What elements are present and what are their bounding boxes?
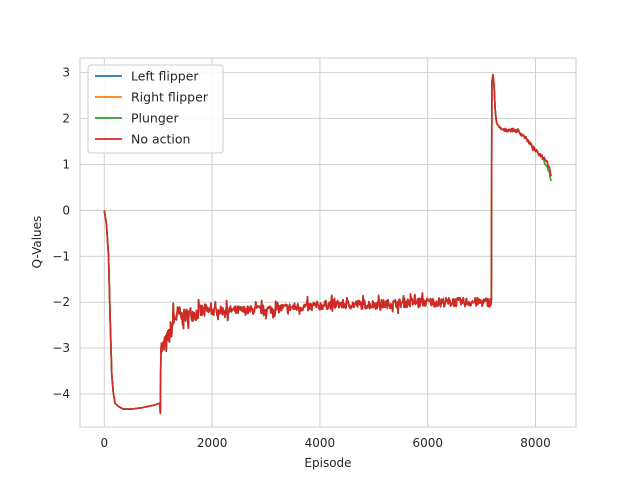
y-axis: −4 −3 −2 −1 0 1 2 3 [52,66,70,401]
x-axis: 0 2000 4000 6000 8000 [100,436,550,450]
legend-label: Right flipper [131,90,209,105]
y-tick-label: 0 [62,203,70,217]
legend-box [87,64,224,154]
y-axis-label: Q-Values [30,216,44,269]
x-tick-label: 6000 [412,436,443,450]
legend: Left flipper Right flipper Plunger No actio… [87,64,224,154]
y-tick-label: −2 [52,295,70,309]
x-tick-label: 0 [100,436,108,450]
legend-label: Plunger [131,111,179,126]
y-tick-label: −1 [52,249,70,263]
plot-frame [79,57,577,428]
series-line-no-action [103,73,552,415]
legend-label: Left flipper [131,69,199,84]
x-axis-label: Episode [304,456,351,470]
y-tick-label: −4 [52,387,70,401]
series-layer [103,73,552,415]
y-tick-label: −3 [52,341,70,355]
x-tick-label: 2000 [197,436,228,450]
y-tick-label: 2 [62,112,70,126]
x-tick-label: 4000 [305,436,336,450]
legend-label: No action [131,132,190,147]
y-tick-label: 3 [62,66,70,80]
x-tick-label: 8000 [520,436,551,450]
y-tick-label: 1 [62,157,70,171]
